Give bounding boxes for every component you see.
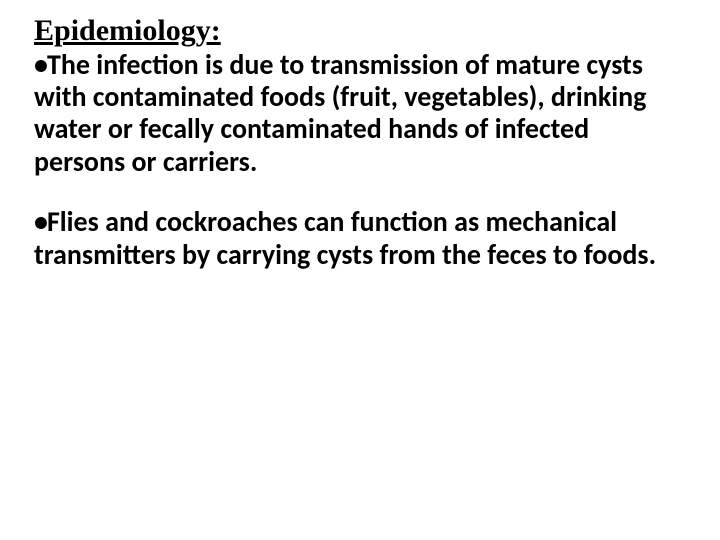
bullet-marker: • xyxy=(34,47,47,82)
bullet-marker: • xyxy=(34,204,47,239)
bullet-item: •Flies and cockroaches can function as m… xyxy=(34,206,686,271)
bullet-text: The infection is due to transmission of … xyxy=(34,47,646,179)
bullet-text: Flies and cockroaches can function as me… xyxy=(34,204,656,271)
section-heading: Epidemiology: xyxy=(34,14,686,49)
bullet-item: •The infection is due to transmission of… xyxy=(34,49,686,179)
